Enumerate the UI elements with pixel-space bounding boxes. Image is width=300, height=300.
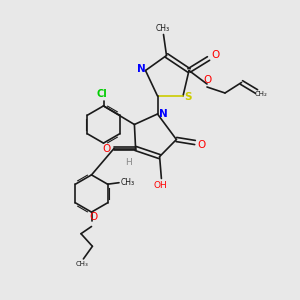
Text: OH: OH [154, 182, 167, 190]
Text: O: O [102, 143, 111, 154]
Text: O: O [90, 212, 98, 223]
Text: CH₃: CH₃ [120, 178, 134, 187]
Text: CH₃: CH₃ [76, 261, 88, 267]
Text: O: O [212, 50, 220, 61]
Text: O: O [197, 140, 206, 150]
Text: N: N [136, 64, 146, 74]
Text: O: O [203, 75, 212, 85]
Text: CH₂: CH₂ [255, 91, 267, 97]
Text: CH₃: CH₃ [155, 24, 170, 33]
Text: Cl: Cl [97, 89, 107, 99]
Text: H: H [125, 158, 132, 167]
Text: N: N [158, 109, 167, 119]
Text: S: S [184, 92, 192, 103]
